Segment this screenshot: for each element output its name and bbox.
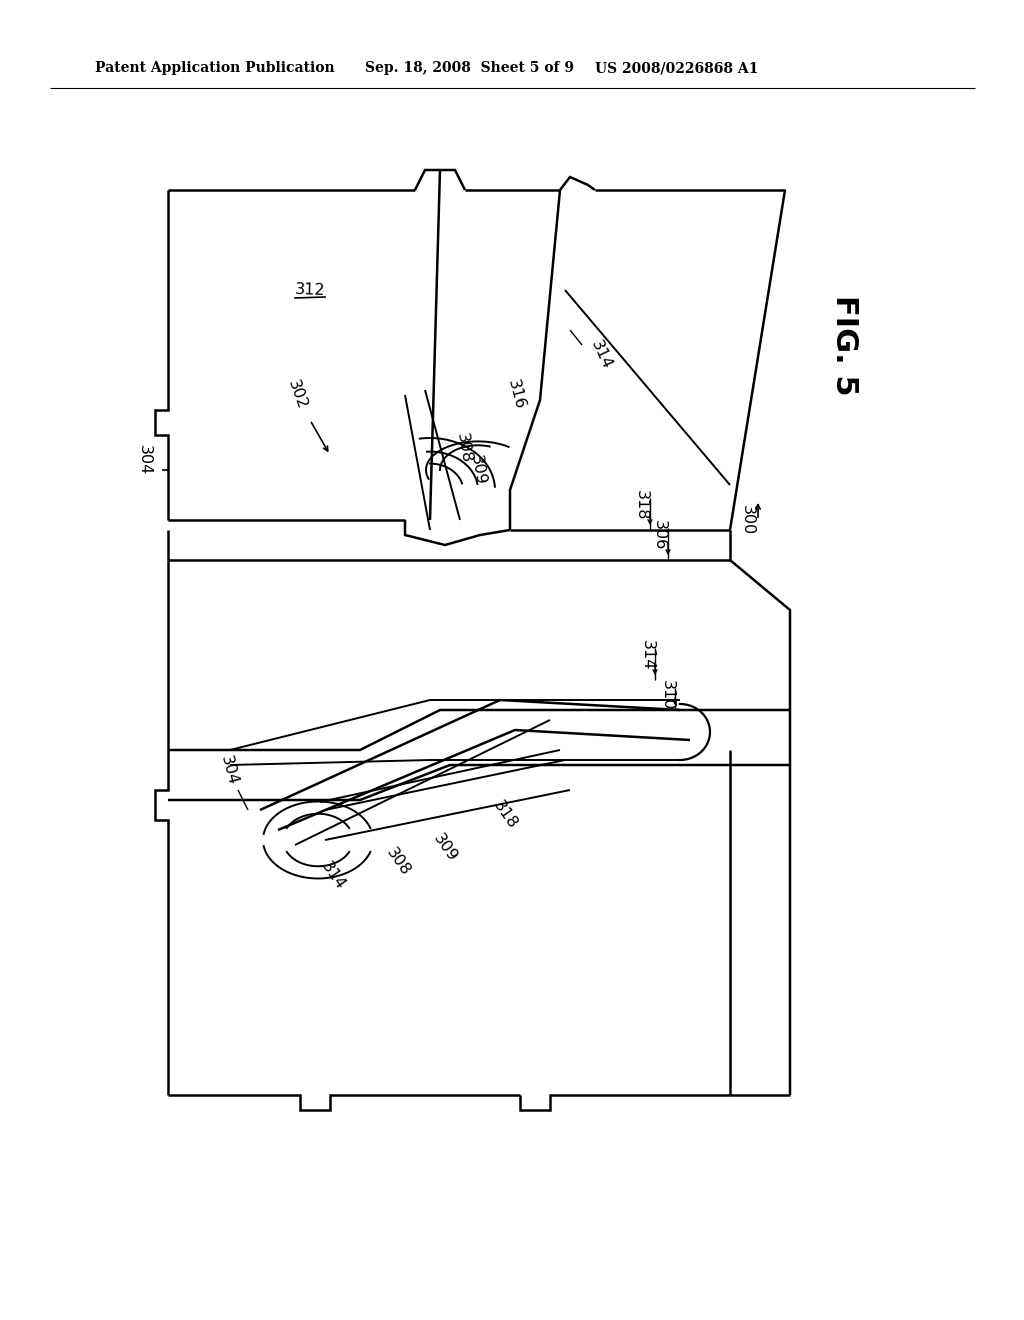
Text: 304: 304: [137, 445, 152, 475]
Text: 314: 314: [318, 859, 348, 892]
Text: FIG. 5: FIG. 5: [830, 294, 859, 395]
Text: 318: 318: [634, 490, 649, 520]
Text: 312: 312: [295, 282, 326, 298]
Text: 300: 300: [740, 504, 755, 535]
Text: 302: 302: [285, 379, 309, 412]
Text: 318: 318: [490, 799, 520, 832]
Text: 309: 309: [430, 832, 460, 865]
Text: 309: 309: [468, 454, 488, 486]
Text: Patent Application Publication: Patent Application Publication: [95, 61, 335, 75]
Text: US 2008/0226868 A1: US 2008/0226868 A1: [595, 61, 759, 75]
Text: 310: 310: [660, 680, 675, 710]
Text: 314: 314: [640, 640, 655, 671]
Text: 306: 306: [652, 520, 667, 550]
Text: 308: 308: [383, 845, 413, 879]
Text: 308: 308: [454, 432, 474, 465]
Text: 316: 316: [505, 379, 527, 412]
Text: 314: 314: [588, 338, 614, 372]
Text: Sep. 18, 2008  Sheet 5 of 9: Sep. 18, 2008 Sheet 5 of 9: [365, 61, 574, 75]
Text: 304: 304: [218, 754, 241, 787]
